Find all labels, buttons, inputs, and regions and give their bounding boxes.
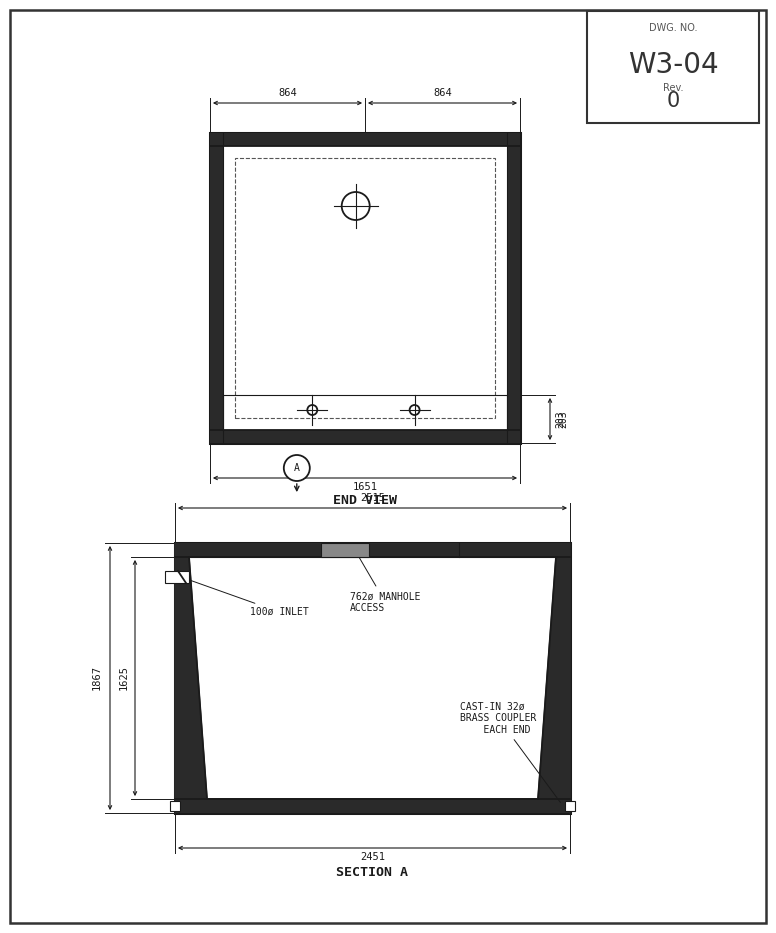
Text: 864: 864 bbox=[278, 88, 297, 98]
Text: 2451: 2451 bbox=[360, 852, 385, 862]
Bar bbox=[175, 799, 570, 813]
Bar bbox=[565, 801, 575, 811]
Bar bbox=[587, 11, 759, 123]
Bar bbox=[165, 571, 189, 583]
Circle shape bbox=[284, 455, 310, 481]
Text: 1651: 1651 bbox=[352, 482, 377, 492]
Text: 0: 0 bbox=[667, 91, 680, 111]
Bar bbox=[175, 543, 570, 813]
Text: 203: 203 bbox=[558, 411, 568, 428]
Text: SECTION A: SECTION A bbox=[337, 866, 408, 879]
Circle shape bbox=[307, 405, 317, 415]
Bar bbox=[210, 430, 520, 443]
Text: A: A bbox=[294, 463, 300, 473]
Text: 2515: 2515 bbox=[360, 493, 385, 503]
Bar bbox=[320, 543, 369, 557]
Text: CAST-IN 32ø
BRASS COUPLER
    EACH END: CAST-IN 32ø BRASS COUPLER EACH END bbox=[460, 702, 560, 802]
Text: 100ø INLET: 100ø INLET bbox=[184, 578, 309, 617]
Bar bbox=[210, 133, 520, 443]
Bar bbox=[170, 801, 180, 811]
Text: W3-04: W3-04 bbox=[628, 50, 719, 78]
Text: DWG. NO.: DWG. NO. bbox=[649, 23, 698, 33]
Text: 203: 203 bbox=[555, 411, 565, 428]
Text: 864: 864 bbox=[433, 88, 452, 98]
Circle shape bbox=[410, 405, 420, 415]
Text: 1867: 1867 bbox=[92, 665, 102, 690]
Bar bbox=[210, 133, 520, 146]
Bar bbox=[210, 133, 223, 443]
Text: Rev.: Rev. bbox=[663, 83, 683, 93]
Circle shape bbox=[341, 192, 369, 220]
Text: 762ø MANHOLE
ACCESS: 762ø MANHOLE ACCESS bbox=[350, 552, 421, 613]
Text: END VIEW: END VIEW bbox=[333, 494, 397, 507]
Polygon shape bbox=[175, 543, 207, 813]
Bar bbox=[507, 133, 520, 443]
Text: 1625: 1625 bbox=[119, 665, 129, 690]
Bar bbox=[175, 543, 570, 557]
Bar bbox=[235, 158, 495, 418]
Polygon shape bbox=[538, 543, 570, 813]
